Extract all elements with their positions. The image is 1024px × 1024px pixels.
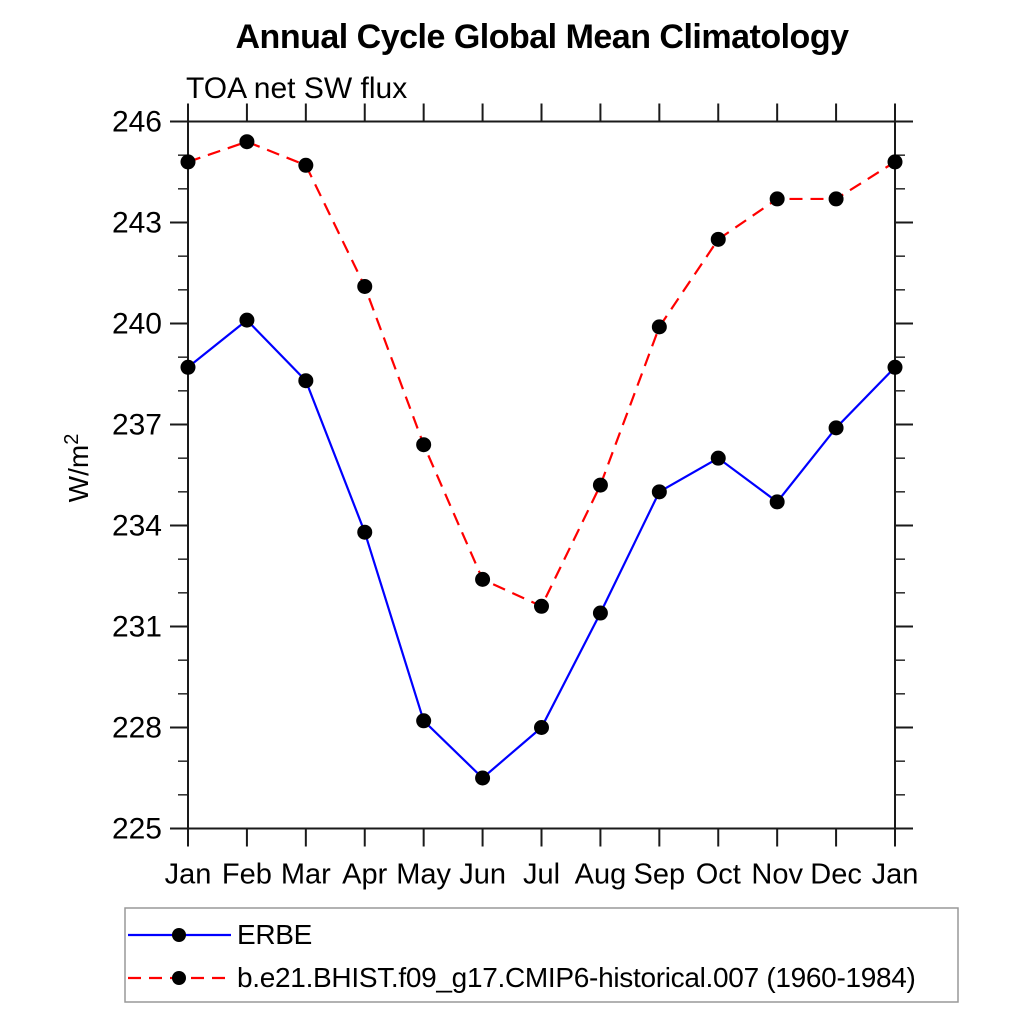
data-point (769, 191, 785, 207)
data-point (357, 278, 373, 294)
y-tick-label: 240 (112, 308, 162, 341)
data-point (239, 312, 255, 328)
data-point (651, 319, 667, 335)
data-point (769, 494, 785, 510)
x-tick-label: Oct (696, 859, 741, 891)
x-tick-label: Jun (459, 859, 506, 891)
legend-marker (172, 971, 186, 985)
legend-label-erbe: ERBE (237, 919, 313, 950)
y-tick-label: 234 (112, 510, 162, 543)
data-point (828, 420, 844, 436)
data-point (416, 437, 432, 453)
data-point (180, 359, 196, 375)
data-point (534, 720, 549, 735)
y-tick-label: 237 (112, 409, 162, 442)
legend (124, 907, 959, 1003)
y-tick-label: 228 (112, 712, 162, 745)
chart-subtitle: TOA net SW flux (186, 72, 408, 105)
x-tick-label: Feb (222, 859, 272, 891)
y-tick-label: 231 (112, 611, 162, 644)
y-axis-title-base: W/m (63, 444, 95, 503)
x-tick-label: Apr (342, 859, 387, 891)
series-line-model (187, 140, 896, 608)
x-tick-label: Jan (872, 859, 919, 891)
y-tick-label: 246 (112, 106, 162, 139)
y-tick-label: 243 (112, 207, 162, 240)
data-point (298, 373, 314, 389)
series-line-erbe (187, 318, 896, 780)
y-axis-title: W/m2 (61, 434, 95, 503)
data-point (475, 571, 491, 587)
data-point (180, 154, 196, 170)
x-tick-label: Aug (575, 859, 627, 891)
y-axis-ticks (170, 120, 913, 830)
legend-box (124, 907, 959, 1003)
x-axis-ticks (187, 103, 896, 847)
data-point (357, 524, 373, 540)
data-point (592, 605, 608, 621)
data-point (239, 134, 255, 150)
data-point (416, 713, 432, 729)
chart-title: Annual Cycle Global Mean Climatology (235, 18, 850, 56)
data-point (534, 598, 549, 614)
x-tick-label: Nov (751, 859, 803, 891)
y-tick-label: 225 (112, 813, 162, 846)
x-tick-label: Jan (165, 859, 212, 891)
x-axis-labels: Jan Feb Mar Apr May Jun Jul Aug Sep Oct Nov Dec Jan (165, 859, 919, 891)
data-point (887, 154, 903, 170)
data-point (651, 484, 667, 500)
legend-marker (172, 928, 186, 942)
y-axis-title-exponent: 2 (60, 433, 83, 445)
data-point (828, 191, 844, 207)
legend-label-model: b.e21.BHIST.f09_g17.CMIP6-historical.007… (237, 962, 916, 993)
series-markers-erbe (180, 312, 903, 786)
data-point (298, 157, 314, 173)
x-tick-label: Jul (523, 859, 560, 891)
data-point (887, 359, 903, 375)
data-point (710, 450, 726, 466)
x-tick-label: Dec (810, 859, 862, 891)
x-tick-label: Mar (281, 859, 331, 891)
data-point (475, 770, 491, 786)
series-markers-model (180, 134, 903, 614)
data-point (592, 477, 608, 493)
x-tick-label: Sep (634, 859, 686, 891)
x-tick-label: May (396, 859, 451, 891)
y-axis-labels: 225 228 231 234 237 240 243 246 (112, 106, 162, 846)
data-point (710, 231, 726, 247)
